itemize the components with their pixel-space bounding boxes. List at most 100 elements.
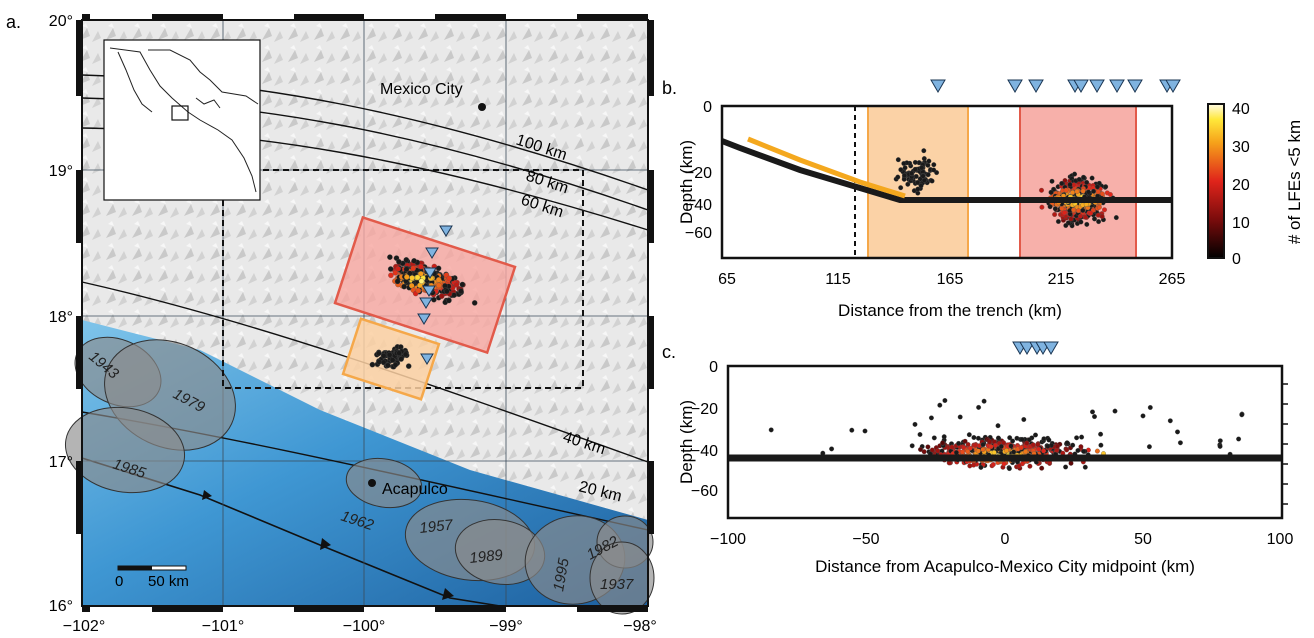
lfe-dot	[912, 159, 918, 165]
lfe-dot	[1007, 435, 1013, 441]
lfe-dot	[1071, 207, 1077, 213]
lfe-dot	[411, 258, 417, 264]
lfe-dot	[990, 462, 996, 467]
lfe-dot	[401, 283, 407, 290]
x-tick: 165	[937, 271, 964, 288]
lfe-dot	[415, 287, 422, 294]
lfe-dot	[1113, 215, 1119, 221]
lfe-dot	[1147, 405, 1153, 410]
lfe-dot	[396, 258, 402, 265]
lfe-dot	[1021, 417, 1027, 422]
lfe-dot	[920, 173, 926, 179]
acapulco-label: Acapulco	[382, 481, 448, 498]
lfe-dot	[1217, 443, 1223, 449]
inset-map	[103, 39, 261, 201]
x-ticks-b: 65 115 165 215 265	[718, 271, 1185, 288]
lfe-dot	[993, 442, 998, 448]
cross-section-panel-b: b. 0 −20 −40 −60 65 115 165 215 265	[662, 78, 1304, 320]
lfe-dot	[1082, 464, 1088, 470]
lfe-dot	[935, 448, 941, 454]
rupture-years: 1943 1979 1985 1962 1957 1989 1995 1982 …	[85, 348, 634, 593]
lfe-dot	[1047, 204, 1053, 210]
acapulco-marker	[368, 479, 376, 487]
lfe-dot	[1098, 431, 1104, 437]
lon-tick: −101°	[202, 618, 244, 635]
lat-tick: 20°	[49, 13, 73, 30]
lfe-dot	[976, 404, 982, 410]
lfe-dot	[1088, 210, 1094, 216]
lfe-dot	[1084, 221, 1090, 227]
lfe-dot	[409, 275, 415, 281]
right-axis-ticks-c	[1282, 383, 1288, 505]
lfe-dot	[1086, 189, 1092, 195]
frame-ticks	[76, 14, 654, 612]
panel-a-label: a.	[6, 12, 21, 32]
lfe-dot	[387, 266, 394, 272]
lfe-dot	[915, 179, 921, 185]
lfe-dot	[1011, 449, 1017, 455]
lfe-dot	[1019, 436, 1025, 442]
lon-tick: −98°	[623, 618, 657, 635]
plot-frame-c	[726, 364, 1284, 520]
lfe-dot	[942, 398, 948, 403]
lfe-dot	[849, 427, 855, 433]
x-label-c: Distance from Acapulco-Mexico City midpo…	[815, 557, 1195, 576]
lfe-dot	[912, 421, 918, 427]
lfe-dot	[909, 170, 914, 176]
lfe-dot	[369, 361, 376, 368]
x-ticks-c: −100 −50 0 50 100	[710, 531, 1293, 548]
lfe-dot	[1107, 192, 1113, 197]
study-region-box	[222, 169, 584, 389]
lfe-dot	[975, 435, 981, 441]
lfe-dot	[1081, 448, 1087, 454]
lfe-dot	[931, 167, 937, 173]
lfe-dot	[418, 271, 424, 277]
lfe-dot	[949, 444, 955, 450]
cb-tick: 40	[1232, 101, 1250, 118]
lfe-dot	[1090, 409, 1095, 415]
lfe-dot	[471, 300, 478, 306]
lfe-dot	[453, 282, 460, 288]
lfe-dot	[975, 448, 981, 454]
cb-tick: 0	[1232, 251, 1241, 268]
lfe-dot	[1092, 414, 1097, 420]
lfe-dot	[921, 156, 927, 162]
lfe-dot	[1094, 448, 1100, 454]
lat-tick-labels: 20° 19° 18° 17° 16°	[49, 13, 73, 615]
year-1937: 1937	[600, 576, 634, 593]
lfe-dot	[987, 439, 993, 445]
lon-tick: −99°	[489, 618, 523, 635]
lfe-dot	[1024, 440, 1030, 446]
lfe-dot	[418, 278, 425, 284]
lfe-dot	[1175, 429, 1180, 435]
y-tick: −60	[691, 483, 718, 500]
lon-tick: −100°	[343, 618, 385, 635]
lfe-dot	[403, 266, 410, 273]
lfe-dot	[912, 166, 918, 172]
lfe-dot	[395, 266, 401, 272]
lfe-dot	[1074, 189, 1080, 195]
y-tick: −40	[691, 443, 718, 460]
colorbar	[1207, 103, 1225, 259]
lfe-dot	[905, 181, 911, 187]
lfe-dot	[895, 174, 901, 180]
lfe-dot	[438, 293, 445, 299]
lfe-dot	[1078, 444, 1084, 450]
lfe-dot	[398, 356, 404, 362]
lfe-dot	[458, 288, 464, 294]
lfe-dot	[1001, 461, 1007, 467]
lon-tick: −102°	[63, 618, 105, 635]
panel-b-label: b.	[662, 78, 677, 98]
lfe-dot	[913, 173, 919, 179]
lfe-dot	[410, 265, 416, 272]
plot-frame-b	[720, 104, 1174, 260]
lfe-dot	[1049, 178, 1055, 184]
lfe-dot	[921, 449, 927, 455]
y-label-b: Depth (km)	[677, 140, 696, 224]
lfe-dot	[1074, 435, 1080, 441]
lfe-dot	[1076, 208, 1081, 214]
lfe-dot	[380, 352, 387, 359]
lfe-dot	[1068, 460, 1074, 466]
lfe-dot	[1045, 443, 1051, 449]
lfe-dot	[940, 440, 946, 446]
